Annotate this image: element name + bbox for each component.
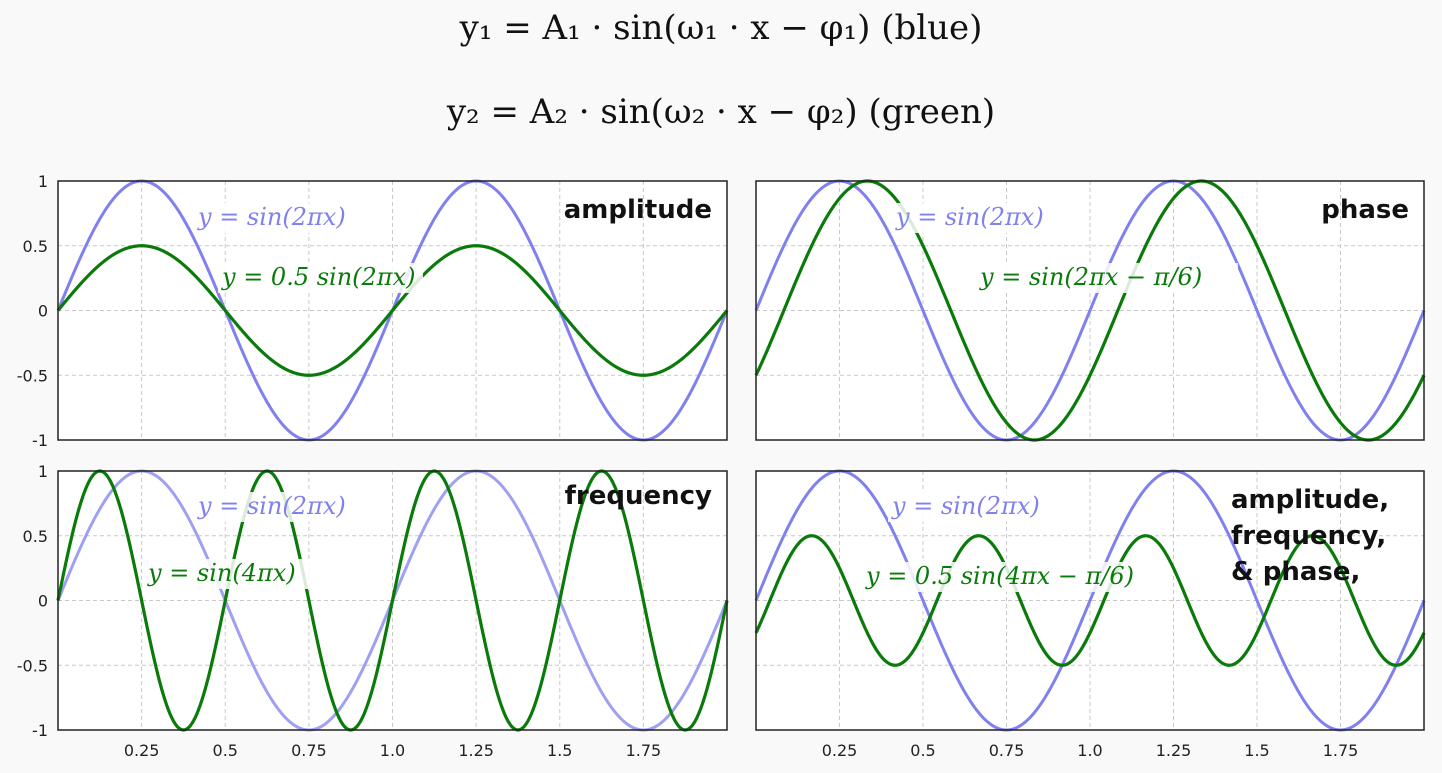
curve-label-green: y = 0.5 sin(2πx) [221,263,415,291]
x-tick-label: 1.75 [1323,741,1359,760]
x-tick-label: 1.0 [380,741,405,760]
x-tick-label: 0.25 [124,741,160,760]
x-tick-label: 0.5 [213,741,238,760]
formula-blue: y₁ = A₁ · sin(ω₁ · x − φ₁) (blue) [459,8,983,48]
series-line-blue [754,179,1426,442]
plot-frame [57,470,728,731]
curve-label-background [888,492,1058,522]
series-line-green [56,469,729,732]
y-tick-label: 0 [38,302,48,321]
curve-label-background [862,562,1154,592]
panel-label: & phase, [1231,557,1360,587]
y-tick-label: -1 [32,721,48,740]
series-line-green [56,244,729,377]
x-tick-label: 1.25 [458,741,494,760]
x-tick-label: 0.75 [989,741,1025,760]
panel-label: frequency, [1231,521,1386,551]
series-line-blue [754,469,1426,732]
chart-panel-3: y = sin(2πx) y = sin(4πx) frequency 1 0.5 0 -0… [17,462,729,760]
y-tick-label: -0.5 [17,366,48,385]
curve-label-blue: y = sin(2πx) [197,203,346,231]
y-tick-label: 0 [38,592,48,611]
plot-frame [755,180,1425,441]
x-tick-label: 0.25 [822,741,858,760]
panel-label: phase [1321,195,1409,225]
y-tick-label: -1 [32,431,48,450]
plot-frame [57,180,728,441]
curve-label-green: y = 0.5 sin(4πx − π/6) [865,562,1134,590]
x-tick-label: 1.25 [1156,741,1192,760]
y-tick-label: 0.5 [23,237,48,256]
x-tick-label: 0.75 [291,741,327,760]
curve-label-background [976,263,1238,293]
x-tick-label: 1.5 [1244,741,1269,760]
x-tick-label: 1.0 [1077,741,1102,760]
curve-label-blue: y = sin(2πx) [197,492,346,520]
curve-label-background [892,203,1062,233]
curve-label-green: y = sin(4πx) [147,559,296,587]
chart-panel-4: y = sin(2πx) y = 0.5 sin(4πx − π/6) amplit… [754,469,1426,760]
series-line-green [754,534,1426,667]
x-tick-label: 0.5 [910,741,935,760]
chart-panel-1: y = sin(2πx) y = 0.5 sin(2πx) amplitude 1 0.… [17,172,729,450]
curve-label-background [194,203,382,233]
curve-label-background [218,263,423,293]
x-tick-label: 1.5 [547,741,572,760]
y-tick-label: 1 [38,462,48,481]
panel-label: frequency [565,481,712,511]
x-tick-label: 1.75 [626,741,662,760]
panel-label: amplitude [564,195,712,225]
plot-frame [755,470,1425,731]
chart-panel-2: y = sin(2πx) y = sin(2πx − π/6) phase [754,179,1426,442]
formula-green: y₂ = A₂ · sin(ω₂ · x − φ₂) (green) [446,92,996,132]
curve-label-blue: y = sin(2πx) [895,203,1044,231]
y-tick-label: 1 [38,172,48,191]
curve-label-background [144,559,314,589]
curve-label-background [194,492,364,522]
curve-label-blue: y = sin(2πx) [891,492,1040,520]
y-tick-label: -0.5 [17,656,48,675]
curve-label-green: y = sin(2πx − π/6) [979,263,1202,291]
y-tick-label: 0.5 [23,527,48,546]
panel-label: amplitude, [1231,485,1389,515]
